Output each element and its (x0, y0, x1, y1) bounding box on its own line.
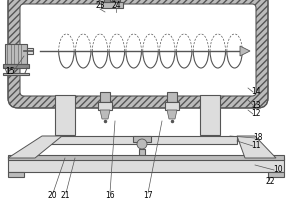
Bar (139, 149, 145, 157)
FancyBboxPatch shape (8, 0, 268, 108)
Text: 24: 24 (111, 1, 121, 10)
Bar (133, 136, 151, 142)
Text: 16: 16 (105, 192, 115, 200)
Bar (3, 73, 29, 75)
Bar (8, 155, 284, 160)
Text: 23: 23 (95, 1, 105, 10)
Circle shape (137, 139, 147, 149)
Bar (42, 136, 237, 144)
Text: 14: 14 (251, 88, 261, 97)
Polygon shape (167, 110, 177, 119)
Text: 13: 13 (251, 100, 261, 110)
Bar (55, 95, 75, 135)
Bar (8, 158, 284, 172)
Bar (98, 102, 112, 110)
Text: 18: 18 (253, 134, 263, 142)
Polygon shape (100, 110, 110, 119)
Text: 10: 10 (273, 166, 283, 174)
FancyBboxPatch shape (20, 4, 256, 96)
Bar (101, 2, 123, 8)
Text: 12: 12 (251, 110, 261, 118)
Polygon shape (8, 136, 62, 158)
Bar (8, 172, 24, 177)
Bar (200, 95, 220, 135)
Bar (27, 48, 33, 54)
Bar (100, 92, 110, 102)
Bar (5, 44, 27, 64)
Bar (3, 64, 29, 68)
Bar (114, 0, 120, 2)
Polygon shape (240, 46, 250, 56)
Bar (167, 92, 177, 102)
Text: 21: 21 (60, 192, 70, 200)
Text: 22: 22 (265, 178, 275, 186)
Bar (104, 0, 110, 2)
Text: 11: 11 (251, 142, 261, 150)
Polygon shape (237, 136, 276, 158)
Text: 20: 20 (47, 192, 57, 200)
Text: 15: 15 (5, 68, 15, 76)
Bar (165, 102, 179, 110)
Bar (268, 172, 284, 177)
Text: 17: 17 (143, 192, 153, 200)
